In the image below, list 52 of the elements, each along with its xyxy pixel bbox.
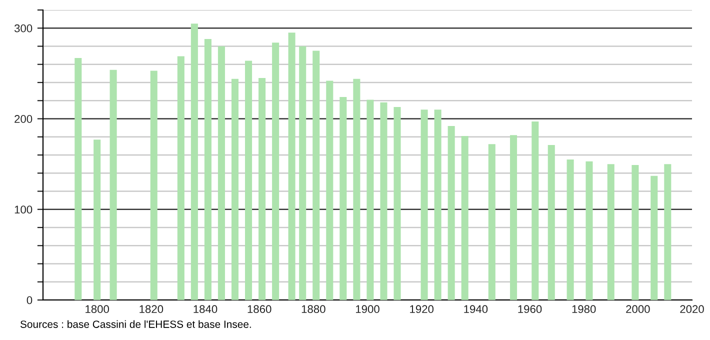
bar [353,78,360,300]
bar [566,160,574,300]
y-tick-label: 0 [26,296,32,304]
bar [272,42,280,300]
bar [394,106,401,300]
bar [110,70,117,300]
bar [510,135,518,300]
bar [532,121,539,300]
bar [488,144,496,300]
y-tick-label: 300 [14,24,32,32]
x-tick-label: 1920 [410,305,434,314]
bar [340,97,347,300]
bar [150,70,158,300]
source-note: Sources : base Cassini de l'EHESS et base Insee. [20,320,251,328]
x-tick-label: 1820 [140,305,164,314]
bar [380,102,388,300]
x-tick-label: 1860 [248,305,272,314]
bar [74,58,82,300]
bar [548,145,555,300]
x-tick-label: 1900 [356,305,380,314]
bar [218,46,225,300]
bar [190,24,198,300]
bar [288,32,296,300]
bar [586,161,593,300]
bar [366,100,374,300]
bar [607,164,614,300]
bar [204,39,212,300]
bar [461,136,468,300]
x-tick-label: 1980 [572,305,596,314]
x-tick-label: 2020 [680,305,704,314]
bar [299,46,306,300]
x-tick-label: 1940 [464,305,488,314]
bar [326,80,334,300]
y-tick-label: 100 [14,206,32,214]
bar [245,60,252,300]
bar [434,110,442,300]
x-tick-label: 1800 [86,305,110,314]
x-tick-label: 1880 [302,305,326,314]
bar [258,78,266,300]
y-tick-label: 200 [14,115,32,123]
bar [448,126,455,300]
x-tick-label: 2000 [626,305,650,314]
bar [632,164,639,300]
bar [664,164,672,300]
bar [312,50,320,300]
bar [231,78,239,300]
bar [650,176,658,300]
bar [94,140,101,300]
x-tick-label: 1840 [194,305,218,314]
x-tick-label: 1960 [518,305,542,314]
bar [177,56,184,300]
bar [420,110,428,300]
